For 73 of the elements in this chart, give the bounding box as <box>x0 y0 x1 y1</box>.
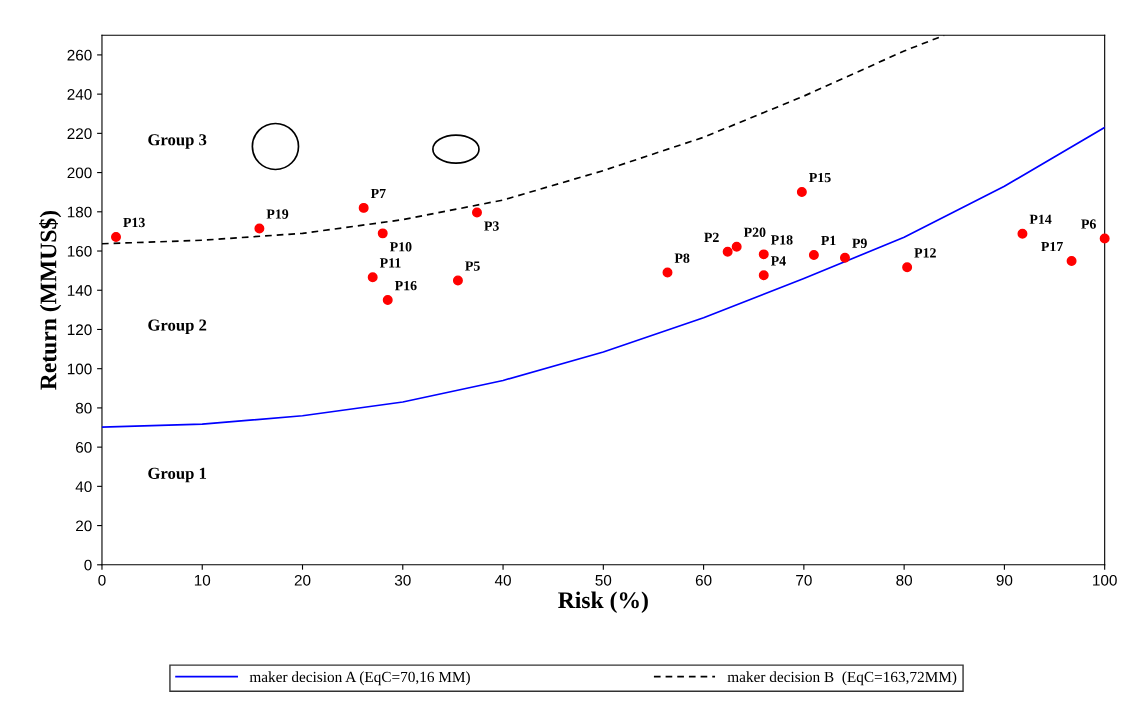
x-tick-label: 20 <box>294 574 311 586</box>
legend-label: maker decision B (EqC=163,72MM) <box>727 671 957 686</box>
y-tick-label: 100 <box>67 363 92 375</box>
annotation: P19 <box>266 209 289 219</box>
y-tick-label: 260 <box>67 49 92 61</box>
point <box>758 249 769 260</box>
annotation: P11 <box>379 258 401 268</box>
y-tick-label: 0 <box>84 559 92 571</box>
point <box>1066 256 1077 266</box>
y-tick-label: 180 <box>67 206 92 218</box>
x-tick-label: 0 <box>98 574 106 586</box>
point <box>1017 228 1028 239</box>
annotation: P14 <box>1029 214 1052 224</box>
x-tick-label: 30 <box>394 574 411 586</box>
annotation: Group 3 <box>148 134 207 149</box>
point <box>902 262 913 273</box>
annotation: Group 2 <box>148 319 207 335</box>
annotation: P15 <box>809 172 831 183</box>
x-tick-label: 50 <box>595 574 612 586</box>
annotation: P3 <box>484 221 499 231</box>
annotation: P1 <box>821 235 836 246</box>
point <box>472 207 482 218</box>
point <box>377 228 388 239</box>
annotation: Group 1 <box>148 467 207 483</box>
point <box>662 267 673 278</box>
point <box>367 272 378 283</box>
annotation: P9 <box>852 238 867 248</box>
x-axis-title: Risk (%) <box>558 591 648 613</box>
legend-label: maker decision A (EqC=70,16 MM) <box>249 671 470 686</box>
x-tick-label: 100 <box>1093 574 1117 586</box>
x-tick-label: 80 <box>896 574 913 586</box>
y-tick-label: 140 <box>67 285 92 296</box>
y-tick-label: 220 <box>67 128 92 140</box>
y-tick-label: 240 <box>67 89 92 100</box>
annotation: P7 <box>370 188 386 198</box>
annotation: P13 <box>123 217 145 228</box>
y-tick-label: 60 <box>76 442 92 453</box>
annotation: P6 <box>1081 219 1096 229</box>
annotation: P18 <box>770 235 793 245</box>
point <box>254 223 265 234</box>
y-tick-label: 40 <box>75 481 92 493</box>
point <box>111 231 121 242</box>
annotation: P16 <box>394 280 417 291</box>
y-tick-label: 120 <box>67 324 92 336</box>
x-tick-label: 70 <box>796 574 812 586</box>
annotation: P17 <box>1041 241 1063 252</box>
point <box>796 187 807 197</box>
annotation: P4 <box>770 256 786 266</box>
point <box>382 295 393 306</box>
x-tick-label: 10 <box>194 574 211 586</box>
y-axis-title: Return (MMUS$) <box>39 210 62 390</box>
y-tick-label: 160 <box>67 245 92 257</box>
y-tick-label: 20 <box>76 520 92 532</box>
y-tick-label: 80 <box>75 402 92 414</box>
point <box>1099 233 1110 244</box>
annotation: P10 <box>389 242 412 252</box>
point <box>358 202 369 213</box>
y-tick-label: 200 <box>67 167 92 179</box>
annotation: P2 <box>704 232 719 242</box>
point <box>452 275 463 286</box>
annotation: P8 <box>674 253 690 263</box>
x-tick-label: 90 <box>996 574 1013 586</box>
point <box>839 252 850 263</box>
point <box>722 246 733 257</box>
point <box>808 249 819 260</box>
point <box>758 270 769 281</box>
annotation: P12 <box>914 248 936 258</box>
line-series <box>101 126 1105 428</box>
x-tick-label: 60 <box>695 574 712 586</box>
annotation: P5 <box>465 261 480 271</box>
x-tick-label: 40 <box>494 574 511 586</box>
point <box>731 241 742 252</box>
annotation: P20 <box>743 227 766 237</box>
